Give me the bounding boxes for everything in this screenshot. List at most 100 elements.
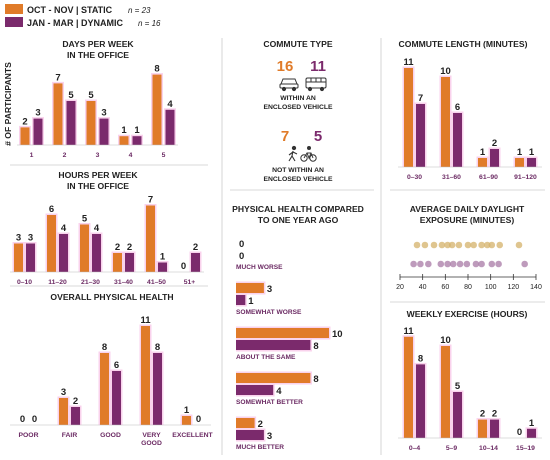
daylight-dot-dynamic xyxy=(472,260,480,268)
hours-value-label: 1 xyxy=(160,252,166,263)
daylight-dot-dynamic xyxy=(521,260,528,268)
health-value-label: 11 xyxy=(140,315,151,326)
days-bar-dynamic xyxy=(66,101,76,145)
compare-value-label: 0 xyxy=(239,239,244,250)
length-bar-static xyxy=(441,77,450,167)
length-bar-dynamic xyxy=(527,158,536,167)
daylight-dot-dynamic xyxy=(417,260,424,268)
health-chart-title: OVERALL PHYSICAL HEALTH xyxy=(50,292,173,302)
days-value-label: 3 xyxy=(101,108,106,119)
hours-tick-label: 51+ xyxy=(184,279,196,286)
hours-bar-static xyxy=(14,243,23,272)
exercise-value-label: 5 xyxy=(455,381,461,392)
daylight-dot-static xyxy=(478,241,485,249)
health-value-label: 0 xyxy=(20,414,25,425)
hours-bar-static xyxy=(47,215,56,272)
daylight-dot-dynamic xyxy=(456,260,464,268)
length-value-label: 7 xyxy=(418,93,423,104)
daylight-tick-label: 140 xyxy=(530,284,542,291)
health-value-label: 0 xyxy=(196,414,201,425)
daylight-dot-static xyxy=(488,241,496,249)
days-value-label: 8 xyxy=(154,64,159,75)
length-bar-dynamic xyxy=(416,104,425,167)
legend-static-n: n = 23 xyxy=(128,6,151,15)
compare-value-label: 2 xyxy=(258,419,263,430)
hours-value-label: 0 xyxy=(181,261,186,272)
daylight-dot-static xyxy=(496,241,504,249)
compare-bar-static xyxy=(236,373,311,383)
compare-bar-static xyxy=(236,328,329,338)
compare-value-label: 1 xyxy=(248,296,254,307)
hours-tick-label: 31–40 xyxy=(114,279,133,286)
exercise-bar-static xyxy=(404,336,413,438)
daylight-dot-static xyxy=(444,241,451,249)
exercise-chart-title: WEEKLY EXERCISE (HOURS) xyxy=(407,309,528,319)
length-value-label: 6 xyxy=(455,102,460,113)
daylight-dot-dynamic xyxy=(478,260,485,268)
health-tick-label: EXCELLENT xyxy=(172,432,213,439)
exercise-value-label: 1 xyxy=(529,418,535,429)
hours-bar-static xyxy=(146,205,155,272)
health-bar-static xyxy=(141,326,150,425)
hours-value-label: 4 xyxy=(61,223,67,234)
health-value-label: 8 xyxy=(155,342,160,353)
enclosed-static-count: 16 xyxy=(277,58,294,75)
days-bar-dynamic xyxy=(99,118,109,145)
daylight-dot-static xyxy=(430,241,438,249)
daylight-dot-static xyxy=(515,241,523,249)
health-tick-label: VERY xyxy=(142,432,161,439)
hours-tick-label: 11–20 xyxy=(48,279,67,286)
hours-value-label: 2 xyxy=(127,242,132,253)
compare-bar-dynamic xyxy=(236,385,274,395)
compare-category-label: MUCH WORSE xyxy=(236,264,283,271)
panel-dividers xyxy=(10,38,545,455)
daylight-dot-static xyxy=(438,241,446,249)
health-value-label: 6 xyxy=(114,360,119,371)
daylight-dot-dynamic xyxy=(410,260,417,268)
commute-type-title: COMMUTE TYPE xyxy=(263,39,332,49)
exercise-value-label: 11 xyxy=(403,326,414,337)
daylight-dot-static xyxy=(470,241,477,249)
daylight-dot-dynamic xyxy=(463,260,471,268)
hours-bar-dynamic xyxy=(59,234,68,272)
daylight-dot-static xyxy=(448,241,456,249)
hours-bar-dynamic xyxy=(191,253,200,272)
exercise-bar-dynamic xyxy=(527,428,536,438)
health-bar-static xyxy=(100,353,109,425)
legend-swatch-dynamic xyxy=(5,17,23,27)
hours-bar-static xyxy=(80,224,89,272)
length-chart-title: COMMUTE LENGTH (MINUTES) xyxy=(399,39,528,49)
compare-chart-title-line2: TO ONE YEAR AGO xyxy=(258,215,339,225)
exercise-bar-static xyxy=(478,419,487,438)
hours-value-label: 7 xyxy=(148,195,153,206)
daylight-dot-dynamic xyxy=(449,260,457,268)
hours-bar-dynamic xyxy=(92,234,101,272)
length-value-label: 10 xyxy=(440,66,451,77)
compare-bar-dynamic xyxy=(236,295,246,305)
days-bar-static xyxy=(20,127,30,145)
daylight-dot-static xyxy=(464,241,472,249)
compare-value-label: 10 xyxy=(332,329,343,340)
compare-value-label: 0 xyxy=(239,251,244,262)
health-value-label: 1 xyxy=(184,405,190,416)
length-bar-static xyxy=(404,68,413,167)
days-value-label: 2 xyxy=(22,116,27,127)
days-bar-static xyxy=(119,136,129,145)
health-bar-dynamic xyxy=(153,353,162,425)
health-bar-static xyxy=(59,398,68,425)
compare-bar-dynamic xyxy=(236,430,264,440)
not-enclosed-label-line1: NOT WITHIN AN xyxy=(272,167,324,174)
compare-chart-title-line1: PHYSICAL HEALTH COMPARED xyxy=(232,204,364,214)
health-value-label: 2 xyxy=(73,396,78,407)
legend: OCT - NOV | STATIC n = 23 JAN - MAR | DY… xyxy=(5,4,161,28)
compare-value-label: 8 xyxy=(313,341,318,352)
length-tick-label: 91–120 xyxy=(514,174,537,181)
health-tick-label: GOOD xyxy=(141,440,162,447)
days-value-label: 5 xyxy=(88,90,94,101)
exercise-bars: 11 8 0–4 10 5 5–9 2 2 10–14 01 15–19 xyxy=(398,326,542,452)
hours-value-label: 3 xyxy=(16,233,21,244)
compare-bars: 00 MUCH WORSE 3 1 SOMEWHAT WORSE 10 8 ABOUT THE… xyxy=(236,239,343,451)
daylight-tick-label: 120 xyxy=(507,284,519,291)
days-chart-title-line1: DAYS PER WEEK xyxy=(62,39,134,49)
